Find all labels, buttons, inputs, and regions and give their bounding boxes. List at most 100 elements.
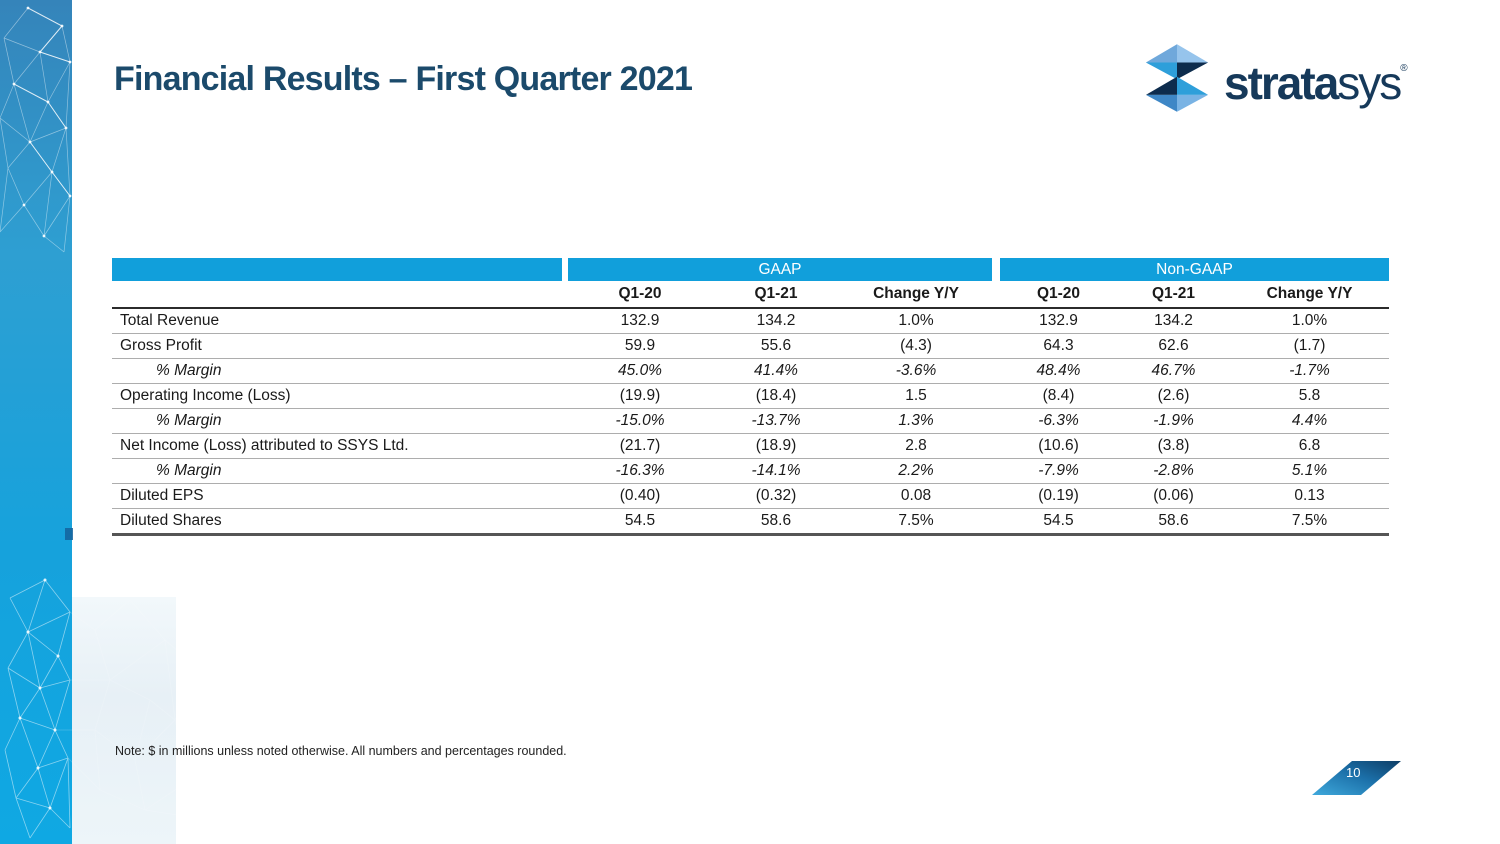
gap-column xyxy=(992,408,1000,434)
table-cell: 55.6 xyxy=(712,333,840,359)
table-cell: (19.9) xyxy=(568,383,712,409)
table-cell: (1.7) xyxy=(1230,333,1390,359)
table-cell: 6.8 xyxy=(1230,433,1390,459)
non-gaap-band: Non-GAAP xyxy=(1000,258,1390,281)
logo-wordmark: stratasys® xyxy=(1224,34,1408,118)
row-label: Diluted Shares xyxy=(112,508,562,536)
table-cell: 0.13 xyxy=(1230,483,1390,509)
table-cell: 0.08 xyxy=(840,483,992,509)
table-row: Diluted EPS (0.40) (0.32) 0.08 (0.19) (0… xyxy=(112,483,1390,509)
table-cell: (0.06) xyxy=(1117,483,1230,509)
table-cell: 59.9 xyxy=(568,333,712,359)
page-number-tab: 10 xyxy=(1312,760,1404,796)
logo-mark-icon xyxy=(1145,44,1209,112)
gap-column xyxy=(992,483,1000,509)
table-cell: (0.40) xyxy=(568,483,712,509)
row-label: Diluted EPS xyxy=(112,483,562,509)
gap-column xyxy=(562,308,568,334)
gap-column xyxy=(562,383,568,409)
table-cell: -7.9% xyxy=(1000,458,1117,484)
table-row: % Margin 45.0% 41.4% -3.6% 48.4% 46.7% -… xyxy=(112,358,1390,384)
table-cell: -2.8% xyxy=(1117,458,1230,484)
table-cell: (10.6) xyxy=(1000,433,1117,459)
table-cell: 134.2 xyxy=(712,308,840,334)
table-cell: -16.3% xyxy=(568,458,712,484)
gap-column xyxy=(562,408,568,434)
band-notch xyxy=(65,528,73,540)
table-row: Total Revenue 132.9 134.2 1.0% 132.9 134… xyxy=(112,308,1390,334)
row-label: Gross Profit xyxy=(112,333,562,359)
gap-column xyxy=(992,308,1000,334)
band-gap xyxy=(562,258,568,281)
table-cell: (0.32) xyxy=(712,483,840,509)
column-header: Change Y/Y xyxy=(1230,281,1390,309)
table-cell: 58.6 xyxy=(712,508,840,536)
table-cell: 4.4% xyxy=(1230,408,1390,434)
table-cell: 1.5 xyxy=(840,383,992,409)
table-cell: 5.1% xyxy=(1230,458,1390,484)
table-cell: -1.9% xyxy=(1117,408,1230,434)
table-cell: 54.5 xyxy=(568,508,712,536)
table-cell: 2.2% xyxy=(840,458,992,484)
table-cell: -1.7% xyxy=(1230,358,1390,384)
row-label: % Margin xyxy=(112,408,562,434)
gap-column xyxy=(992,433,1000,459)
table-cell: (18.4) xyxy=(712,383,840,409)
table-cell: 45.0% xyxy=(568,358,712,384)
table-cell: (0.19) xyxy=(1000,483,1117,509)
financial-table: GAAP Non-GAAP Q1-20 Q1-21 Change Y/Y Q1-… xyxy=(112,258,1390,536)
table-cell: 2.8 xyxy=(840,433,992,459)
table-cell: (18.9) xyxy=(712,433,840,459)
page-number: 10 xyxy=(1346,765,1361,780)
row-label: Net Income (Loss) attributed to SSYS Ltd… xyxy=(112,433,562,459)
table-row: Gross Profit 59.9 55.6 (4.3) 64.3 62.6 (… xyxy=(112,333,1390,359)
column-header: Q1-20 xyxy=(1000,281,1117,309)
table-row: % Margin -16.3% -14.1% 2.2% -7.9% -2.8% … xyxy=(112,458,1390,484)
table-cell: 46.7% xyxy=(1117,358,1230,384)
table-row: % Margin -15.0% -13.7% 1.3% -6.3% -1.9% … xyxy=(112,408,1390,434)
gap-column xyxy=(562,333,568,359)
gap-column xyxy=(562,358,568,384)
left-decorative-band xyxy=(0,0,72,844)
table-cell: 7.5% xyxy=(1230,508,1390,536)
row-label: % Margin xyxy=(112,458,562,484)
gaap-band: GAAP xyxy=(568,258,992,281)
page-tab-shape xyxy=(1312,761,1401,795)
table-cell: 64.3 xyxy=(1000,333,1117,359)
table-cell: 1.3% xyxy=(840,408,992,434)
column-header: Change Y/Y xyxy=(840,281,992,309)
table-cell: 7.5% xyxy=(840,508,992,536)
gap-column xyxy=(992,281,1000,309)
gap-column xyxy=(992,508,1000,536)
logo-text-light: sys xyxy=(1337,57,1402,109)
gap-column xyxy=(562,508,568,536)
registered-mark: ® xyxy=(1400,63,1408,74)
column-header: Q1-20 xyxy=(568,281,712,309)
gap-column xyxy=(992,333,1000,359)
faint-watermark-block xyxy=(72,597,176,844)
table-cell: -15.0% xyxy=(568,408,712,434)
logo-text-bold: strata xyxy=(1224,57,1339,109)
table-cell: (3.8) xyxy=(1117,433,1230,459)
page-title: Financial Results – First Quarter 2021 xyxy=(114,60,693,98)
table-cell: -3.6% xyxy=(840,358,992,384)
table-cell: 132.9 xyxy=(568,308,712,334)
table-cell: -6.3% xyxy=(1000,408,1117,434)
table-cell: 48.4% xyxy=(1000,358,1117,384)
table-cell: 5.8 xyxy=(1230,383,1390,409)
label-column-header xyxy=(112,281,562,309)
group-header-row: GAAP Non-GAAP xyxy=(112,258,1390,281)
table-cell: (4.3) xyxy=(840,333,992,359)
table-cell: 1.0% xyxy=(1230,308,1390,334)
table-cell: (21.7) xyxy=(568,433,712,459)
gap-column xyxy=(562,281,568,309)
column-header-row: Q1-20 Q1-21 Change Y/Y Q1-20 Q1-21 Chang… xyxy=(112,281,1390,309)
band-gap xyxy=(992,258,1000,281)
table-cell: 62.6 xyxy=(1117,333,1230,359)
table-cell: -13.7% xyxy=(712,408,840,434)
row-label: Total Revenue xyxy=(112,308,562,334)
footnote: Note: $ in millions unless noted otherwi… xyxy=(115,744,567,758)
column-header: Q1-21 xyxy=(1117,281,1230,309)
column-header: Q1-21 xyxy=(712,281,840,309)
